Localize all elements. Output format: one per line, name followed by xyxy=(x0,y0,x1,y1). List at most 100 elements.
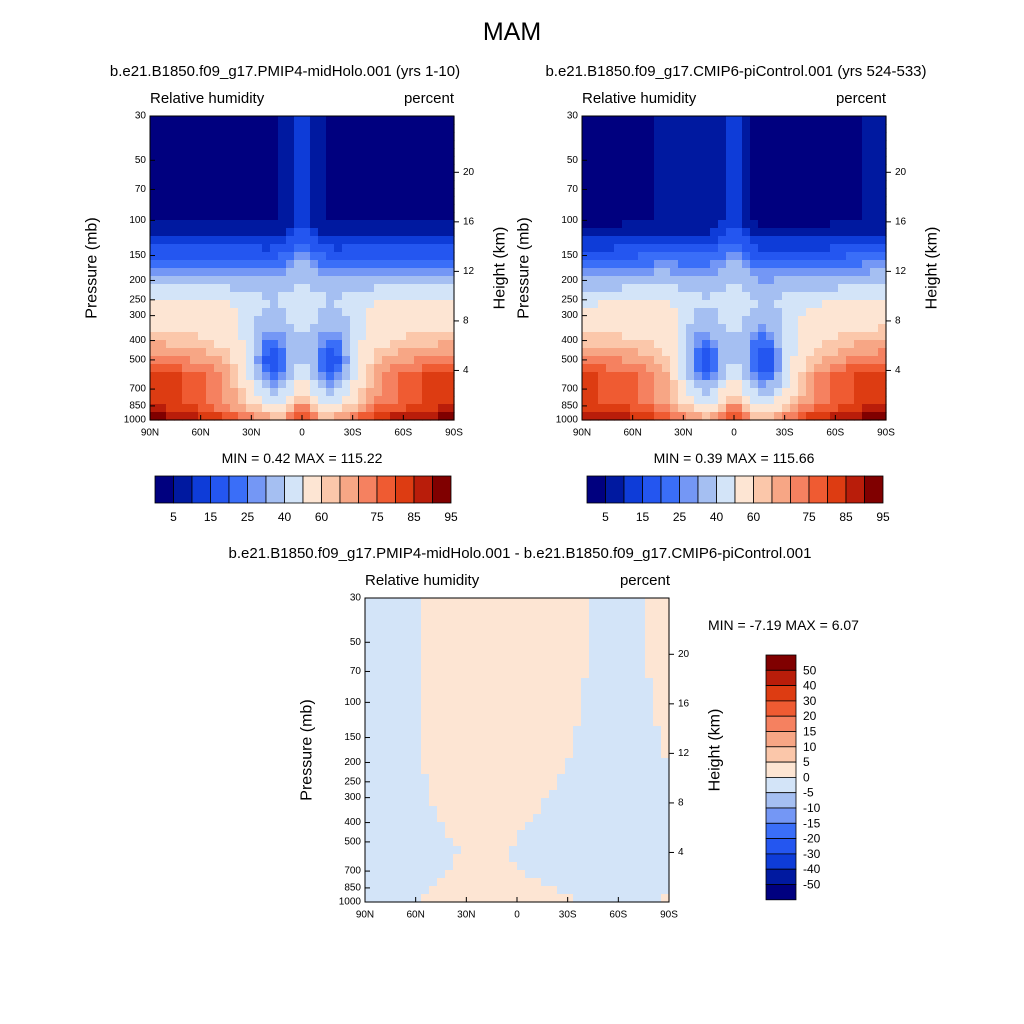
heatmap-cell xyxy=(413,830,422,839)
heatmap-cell xyxy=(413,622,422,631)
heatmap-cell xyxy=(798,348,807,357)
heatmap-cell xyxy=(525,646,534,655)
heatmap-cell xyxy=(661,790,670,799)
heatmap-cell xyxy=(214,164,223,173)
heatmap-cell xyxy=(342,292,351,301)
heatmap-cell xyxy=(389,662,398,671)
heatmap-cell xyxy=(318,404,327,413)
heatmap-cell xyxy=(445,694,454,703)
heatmap-cell xyxy=(630,380,639,389)
heatmap-cell xyxy=(766,324,775,333)
heatmap-cell xyxy=(445,622,454,631)
heatmap-cell xyxy=(541,894,550,903)
heatmap-cell xyxy=(629,886,638,895)
heatmap-cell xyxy=(662,244,671,253)
heatmap-cell xyxy=(814,316,823,325)
heatmap-cell xyxy=(286,412,295,421)
heatmap-cell xyxy=(206,156,215,165)
heatmap-cell xyxy=(606,156,615,165)
heatmap-cell xyxy=(509,670,518,679)
heatmap-cell xyxy=(878,324,887,333)
heatmap-cell xyxy=(822,380,831,389)
heatmap-cell xyxy=(246,324,255,333)
heatmap-cell xyxy=(254,356,263,365)
heatmap-cell xyxy=(422,172,431,181)
heatmap-cell xyxy=(645,630,654,639)
heatmap-cell xyxy=(710,308,719,317)
heatmap-cell xyxy=(326,412,335,421)
heatmap-cell xyxy=(870,396,879,405)
heatmap-cell xyxy=(182,308,191,317)
heatmap-cell xyxy=(469,662,478,671)
heatmap-cell xyxy=(878,268,887,277)
heatmap-cell xyxy=(614,140,623,149)
heatmap-cell xyxy=(838,388,847,397)
heatmap-cell xyxy=(774,172,783,181)
heatmap-cell xyxy=(766,412,775,421)
heatmap-cell xyxy=(798,324,807,333)
heatmap-cell xyxy=(870,164,879,173)
heatmap-cell xyxy=(557,614,566,623)
heatmap-cell xyxy=(581,822,590,831)
heatmap-cell xyxy=(702,324,711,333)
heatmap-cell xyxy=(557,862,566,871)
heatmap-cell xyxy=(662,292,671,301)
heatmap-cell xyxy=(286,164,295,173)
heatmap-cell xyxy=(622,284,631,293)
heatmap-cell xyxy=(397,694,406,703)
heatmap-cell xyxy=(581,710,590,719)
heatmap-cell xyxy=(621,878,630,887)
heatmap-cell xyxy=(453,726,462,735)
heatmap-cell xyxy=(445,814,454,823)
heatmap-cell xyxy=(726,260,735,269)
heatmap-cell xyxy=(270,132,279,141)
heatmap-cell xyxy=(381,798,390,807)
heatmap-cell xyxy=(414,196,423,205)
heatmap-cell xyxy=(654,164,663,173)
heatmap-cell xyxy=(278,164,287,173)
heatmap-cell xyxy=(485,726,494,735)
heatmap-cell xyxy=(182,316,191,325)
heatmap-cell xyxy=(654,404,663,413)
heatmap-cell xyxy=(589,782,598,791)
heatmap-cell xyxy=(670,188,679,197)
heatmap-cell xyxy=(182,228,191,237)
heatmap-cell xyxy=(198,244,207,253)
heatmap-cell xyxy=(678,372,687,381)
heatmap-cell xyxy=(750,332,759,341)
heatmap-cell xyxy=(342,188,351,197)
heatmap-cell xyxy=(429,886,438,895)
heatmap-cell xyxy=(485,854,494,863)
heatmap-cell xyxy=(166,244,175,253)
heatmap-cell xyxy=(646,164,655,173)
heatmap-cell xyxy=(222,156,231,165)
heatmap-cell xyxy=(654,116,663,125)
heatmap-cell xyxy=(653,630,662,639)
heatmap-cell xyxy=(662,324,671,333)
heatmap-cell xyxy=(326,212,335,221)
heatmap-cell xyxy=(750,196,759,205)
heatmap-cell xyxy=(342,284,351,293)
y2-axis-title: Height (km) xyxy=(924,227,941,310)
heatmap-cell xyxy=(605,646,614,655)
heatmap-cell xyxy=(541,830,550,839)
heatmap-cell xyxy=(374,372,383,381)
heatmap-cell xyxy=(238,148,247,157)
heatmap-cell xyxy=(694,292,703,301)
heatmap-cell xyxy=(366,300,375,309)
heatmap-cell xyxy=(469,774,478,783)
heatmap-cell xyxy=(429,598,438,607)
heatmap-cell xyxy=(182,364,191,373)
heatmap-cell xyxy=(838,228,847,237)
heatmap-cell xyxy=(310,180,319,189)
heatmap-cell xyxy=(214,244,223,253)
heatmap-cell xyxy=(230,180,239,189)
heatmap-cell xyxy=(630,228,639,237)
heatmap-cell xyxy=(278,252,287,261)
heatmap-cell xyxy=(694,140,703,149)
heatmap-cell xyxy=(438,180,447,189)
heatmap-cell xyxy=(645,878,654,887)
heatmap-cell xyxy=(358,388,367,397)
x-tick-label: 30N xyxy=(674,428,692,439)
heatmap-cell xyxy=(493,614,502,623)
